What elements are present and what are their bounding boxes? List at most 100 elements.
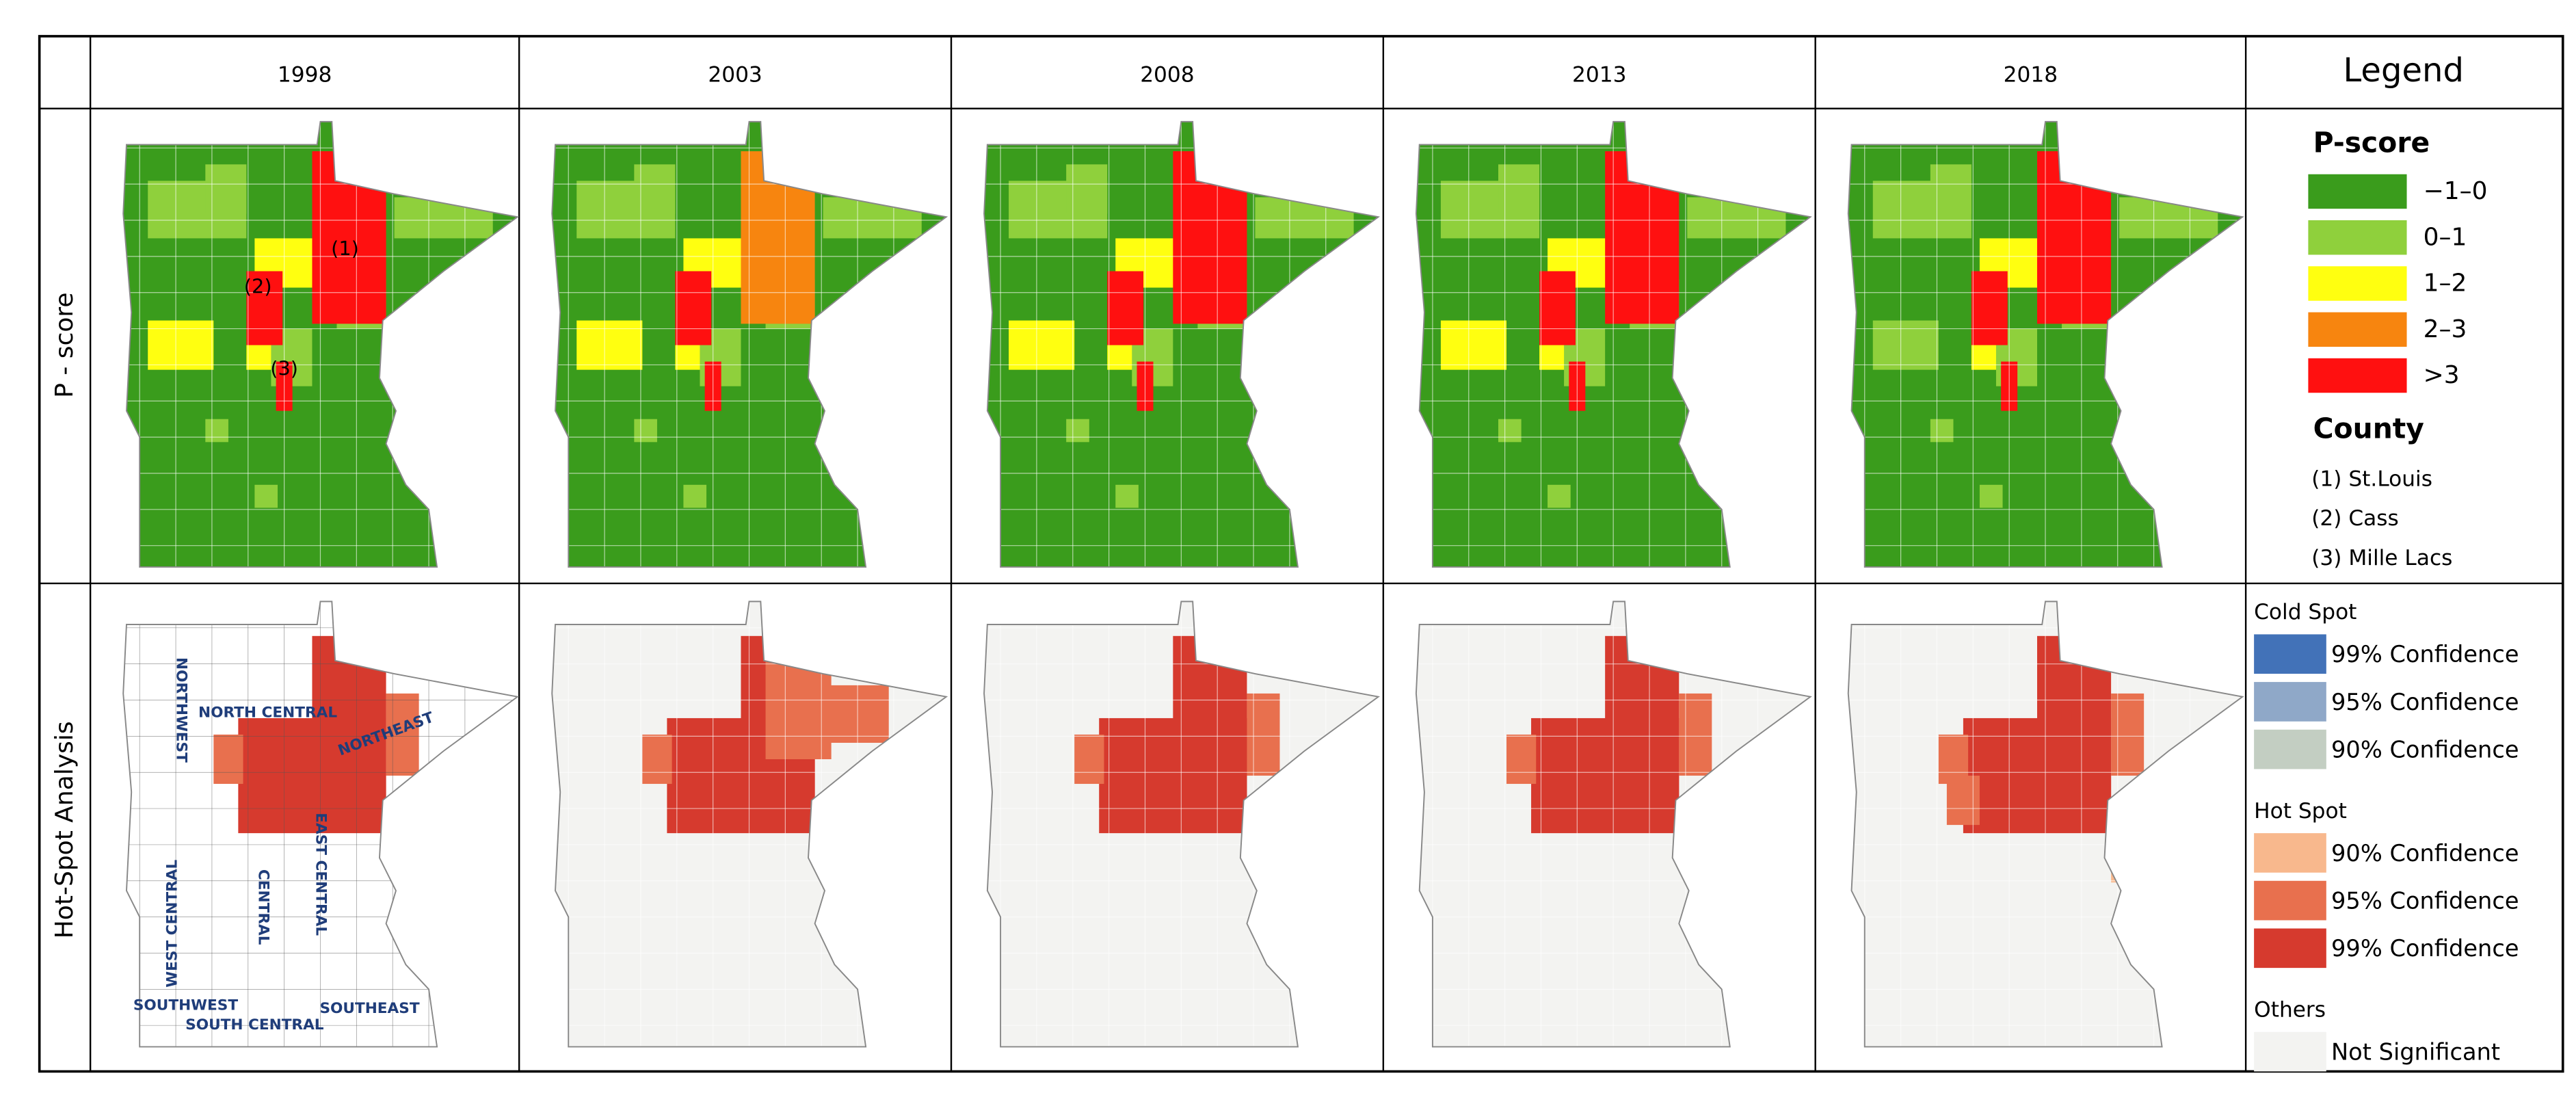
region — [1440, 320, 1507, 370]
legend-swatch — [2308, 174, 2407, 209]
row-label: P - score — [51, 292, 79, 397]
legend-title: P-score — [2313, 126, 2430, 159]
legend-swatch — [2308, 220, 2407, 255]
legend-label: 90% Confidence — [2331, 840, 2519, 867]
legend-label: 99% Confidence — [2331, 935, 2519, 962]
region — [1173, 151, 1247, 324]
legend-title: County — [2313, 412, 2424, 445]
year-header: 1998 — [278, 63, 332, 88]
region — [1115, 484, 1139, 508]
region-label: EAST CENTRAL — [312, 813, 329, 936]
map-fill — [123, 121, 518, 567]
region-label: SOUTHEAST — [319, 1000, 419, 1017]
year-header: 2013 — [1572, 63, 1626, 88]
region — [2111, 693, 2145, 776]
map: (1) (2) (3) — [122, 120, 520, 568]
map-fill — [552, 601, 946, 1047]
region — [1009, 320, 1075, 370]
year-header: 2003 — [708, 63, 762, 88]
legend-swatch — [2308, 266, 2407, 301]
region — [675, 271, 712, 345]
legend-group-title: Others — [2254, 998, 2326, 1023]
county-label: (3) — [270, 357, 298, 380]
legend-group-title: Hot Spot — [2254, 799, 2347, 824]
map-outline — [551, 120, 948, 568]
map-fill — [1848, 121, 2243, 567]
county-label: (1) — [331, 237, 359, 260]
map — [983, 601, 1380, 1048]
region — [386, 693, 419, 776]
map-outline — [551, 601, 948, 1048]
map-fill — [552, 121, 946, 567]
region — [1498, 419, 1522, 443]
county-label: (2) — [244, 275, 272, 298]
legend-label: 90% Confidence — [2331, 736, 2519, 763]
legend-label: 1–2 — [2424, 269, 2467, 298]
region — [1247, 693, 1280, 776]
map — [1415, 601, 1812, 1048]
legend-swatch — [2254, 928, 2326, 969]
legend-label: >3 — [2424, 361, 2460, 389]
year-header: 2018 — [2004, 63, 2058, 88]
region — [576, 320, 643, 370]
legend-label: 95% Confidence — [2331, 689, 2519, 715]
legend-swatch — [2254, 729, 2326, 769]
region — [823, 685, 889, 743]
region — [1605, 151, 1679, 324]
map — [1847, 120, 2244, 568]
region-label: WEST CENTRAL — [163, 860, 181, 988]
map-fill — [984, 601, 1379, 1047]
legend-label: 2–3 — [2424, 315, 2467, 343]
legend-header: Legend — [2343, 51, 2464, 90]
region-label: NORTHWEST — [172, 657, 189, 763]
region — [246, 271, 283, 345]
region — [205, 419, 228, 443]
map — [983, 120, 1380, 568]
legend-swatch — [2308, 312, 2407, 347]
region — [1872, 320, 1939, 370]
region — [1979, 484, 2003, 508]
legend-label: 0–1 — [2424, 223, 2467, 251]
region — [634, 419, 657, 443]
region-label: SOUTH CENTRAL — [185, 1016, 324, 1033]
map-outline — [122, 120, 520, 568]
map — [551, 120, 948, 568]
region — [741, 151, 815, 324]
region-label: SOUTHWEST — [133, 997, 238, 1014]
legend-label: 99% Confidence — [2331, 641, 2519, 668]
legend-group-title: Cold Spot — [2254, 600, 2356, 624]
map-outline — [983, 120, 1380, 568]
region — [213, 734, 243, 785]
map-fill — [1848, 601, 2243, 1047]
map-fill — [1416, 121, 1811, 567]
map-outline — [983, 601, 1380, 1048]
legend-label: (3) Mille Lacs — [2311, 546, 2452, 570]
region-label: NORTH CENTRAL — [198, 705, 337, 722]
legend-label: Not Significant — [2331, 1039, 2500, 1066]
region — [1074, 734, 1104, 785]
map-outline — [1847, 120, 2244, 568]
legend-swatch — [2254, 833, 2326, 873]
legend-swatch — [2254, 880, 2326, 921]
region — [1066, 419, 1089, 443]
region — [1107, 271, 1144, 345]
year-header: 2008 — [1140, 63, 1194, 88]
legend-swatch — [2254, 1031, 2326, 1072]
region — [148, 320, 214, 370]
legend-swatch — [2254, 682, 2326, 722]
region — [1506, 734, 1537, 785]
map-outline — [122, 601, 520, 1048]
region-label: CENTRAL — [254, 869, 271, 945]
legend-label: (2) Cass — [2311, 506, 2399, 531]
map — [1415, 120, 1812, 568]
map-outline — [1847, 601, 2244, 1048]
map — [1847, 601, 2244, 1048]
map-outline — [1415, 120, 1812, 568]
region — [683, 484, 707, 508]
region — [1679, 693, 1712, 776]
legend-swatch — [2308, 358, 2407, 393]
region — [2037, 151, 2112, 324]
